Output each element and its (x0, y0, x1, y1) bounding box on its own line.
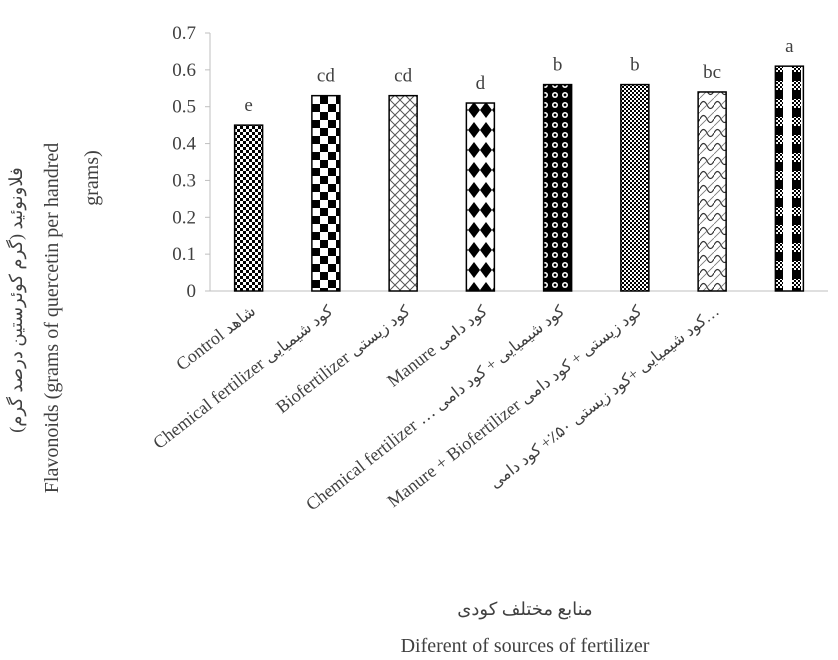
y-tick-label: 0.6 (172, 60, 196, 81)
bar (542, 83, 573, 292)
bar (233, 124, 264, 292)
x-category-en: Manure (383, 338, 443, 391)
x-category-fa: کود شیمیایی + کود دامی (432, 303, 568, 415)
y-tick-label: 0.3 (172, 170, 196, 191)
bar (311, 94, 341, 292)
x-axis-title-en: Diferent of sources of fertilizer (401, 635, 650, 657)
bar (774, 65, 805, 292)
y-axis: 0 0.1 0.2 0.3 0.4 0.5 0.6 0.7 (172, 23, 828, 302)
y-tick-label: 0.5 (172, 97, 196, 118)
x-category-en: Chemical fertilizer (149, 351, 272, 453)
x-category-en: Control (172, 322, 231, 374)
x-category-en: Chemical fertilizer … (302, 399, 442, 515)
bar-letter-label: e (244, 95, 252, 116)
x-category-fa: شاهد (221, 303, 259, 338)
x-category-fa: کود دامی (433, 303, 491, 354)
x-category-text: Biofertilizer کود زیستی (272, 300, 414, 417)
y-tick-label: 0.1 (172, 244, 196, 265)
bar-letter-label: b (553, 55, 563, 76)
bars (233, 65, 805, 292)
axis-titles: فلاونوئید (گرم کوئرستین درصد گرم) Flavon… (5, 143, 650, 657)
x-category-fa: کود شیمیایی (261, 303, 336, 367)
bar-letter-label: b (630, 55, 640, 76)
bar (697, 91, 727, 292)
significance-letters: e cd cd d b b bc a (244, 36, 794, 116)
bar-letter-label: a (785, 36, 794, 57)
y-tick-label: 0.7 (172, 23, 196, 44)
x-category-fa: کود زیستی (347, 303, 414, 361)
y-tick-label: 0.2 (172, 207, 196, 228)
bar (620, 83, 650, 292)
bar-letter-label: bc (703, 62, 721, 83)
y-axis-title-fa: فلاونوئید (گرم کوئرستین درصد گرم) (5, 167, 27, 432)
y-tick-label: 0.4 (172, 134, 196, 155)
bar (465, 102, 496, 292)
bar-letter-label: cd (394, 66, 412, 87)
y-tick-label: 0 (187, 281, 197, 302)
y-axis-title-en-1: Flavonoids (grams of quercetin per handr… (41, 143, 63, 493)
x-axis-title-fa: منابع مختلف کودی (457, 599, 592, 620)
bar-letter-label: cd (317, 66, 335, 87)
x-category-label: Biofertilizer کود زیستی (272, 300, 414, 418)
bar (388, 94, 418, 292)
bar-letter-label: d (476, 73, 486, 94)
x-axis-labels: Control شاهد Chemical fertilizer کود شیمی… (149, 300, 722, 515)
x-category-en: Manure + Biofertilizer (383, 392, 527, 511)
y-axis-title-en-2: grams) (81, 150, 103, 206)
